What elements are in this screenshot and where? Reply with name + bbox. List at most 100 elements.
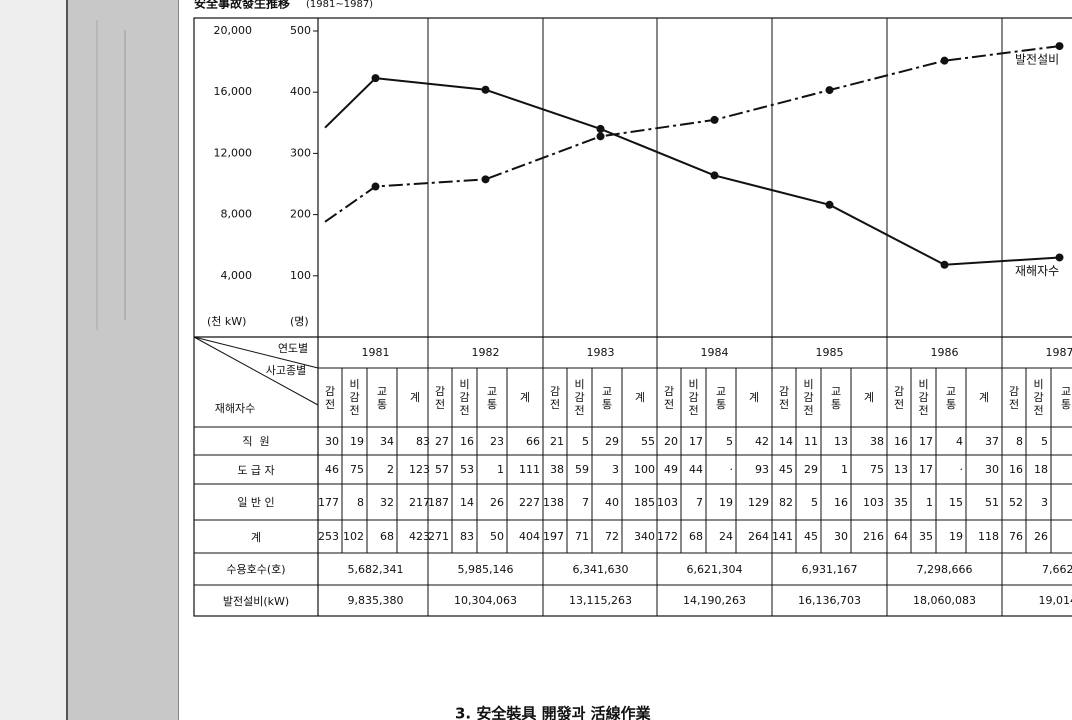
- sub-header: 감전: [549, 384, 561, 411]
- table-cell: 30: [834, 530, 848, 543]
- total-label: 발전설비(kW): [222, 594, 290, 608]
- total-label: 수용호수(호): [226, 563, 286, 576]
- data-point: [825, 200, 834, 209]
- table-cell: 1: [497, 463, 504, 476]
- sub-header: 교통: [830, 384, 842, 411]
- row-label: 일 반 인: [237, 496, 275, 509]
- corner-bottom: 재해자수: [214, 402, 256, 415]
- table-cell: 83: [460, 530, 474, 543]
- data-point: [940, 260, 949, 269]
- sub-header: 비감전: [459, 378, 470, 417]
- table-cell: 24: [719, 530, 733, 543]
- y-tick-label: 8,000: [221, 208, 253, 221]
- table-cell: 21: [550, 434, 564, 448]
- total-cell: 6,931,167: [801, 562, 858, 576]
- table-cell: 38: [550, 463, 564, 476]
- series-line: [324, 77, 1060, 266]
- table-cell: 51: [985, 495, 999, 509]
- y2-tick-label: 100: [290, 269, 311, 282]
- table-cell: 27: [435, 434, 449, 448]
- table-cell: 64: [894, 530, 908, 543]
- table-cell: 13: [834, 434, 848, 448]
- table-cell: 16: [834, 495, 848, 509]
- table-cell: 37: [985, 434, 999, 448]
- table-cell: 17: [919, 463, 933, 476]
- table-cell: 340: [634, 530, 655, 543]
- table-cell: 26: [490, 495, 504, 509]
- table-cell: 138: [543, 495, 564, 509]
- series-label: 발전설비: [1015, 53, 1059, 67]
- table-cell: 197: [543, 530, 564, 543]
- table-cell: 217: [409, 495, 430, 509]
- corner-diagonal: [193, 336, 319, 369]
- table-cell: 52: [1009, 495, 1023, 509]
- sub-header: 비감전: [688, 378, 699, 417]
- sub-header: 계: [409, 391, 421, 404]
- table-cell: 1: [841, 463, 848, 476]
- table-cell: 19: [719, 495, 733, 509]
- table-cell: 103: [657, 495, 678, 509]
- data-point: [596, 124, 605, 133]
- table-cell: 66: [526, 434, 540, 448]
- year-header: 1984: [700, 346, 729, 359]
- sub-header: 교통: [1060, 384, 1072, 411]
- sub-header: 교통: [376, 384, 388, 411]
- year-header: 1986: [930, 346, 959, 359]
- table-cell: 71: [575, 530, 589, 543]
- table-cell: 19: [350, 434, 364, 448]
- table-cell: 26: [1034, 530, 1048, 543]
- sub-header: 비감전: [918, 378, 929, 417]
- table-cell: 75: [350, 463, 364, 476]
- next-heading: 3. 安全裝具 開發과 活線作業: [455, 705, 652, 720]
- title: 安全事故發生推移: [194, 0, 290, 11]
- table-cell: 57: [435, 463, 449, 476]
- sub-header: 감전: [893, 384, 905, 411]
- table-cell: 20: [664, 434, 678, 448]
- year-header: 1981: [361, 346, 390, 359]
- data-point: [710, 171, 719, 180]
- table-cell: 38: [870, 434, 884, 448]
- table-cell: 82: [779, 495, 793, 509]
- table-cell: 14: [779, 434, 793, 448]
- table-cell: 3: [1041, 495, 1048, 509]
- total-cell: 6,621,304: [686, 562, 743, 576]
- sub-header: 감전: [434, 384, 446, 411]
- table-cell: 4: [956, 434, 963, 448]
- data-point: [1055, 42, 1064, 51]
- y-tick-label: 16,000: [214, 85, 253, 98]
- row-label: 직 원: [242, 435, 270, 448]
- total-cell: 18,060,083: [913, 594, 976, 607]
- table-cell: 216: [863, 530, 884, 543]
- table-cell: 227: [519, 495, 540, 509]
- table-cell: 75: [870, 463, 884, 476]
- table-cell: 5: [811, 495, 818, 509]
- table-cell: 50: [490, 530, 504, 543]
- sub-header: 감전: [663, 384, 675, 411]
- table-cell: 46: [325, 463, 339, 476]
- sub-header: 교통: [486, 384, 498, 411]
- sub-header: 계: [634, 391, 646, 404]
- total-cell: 7,298,666: [916, 562, 973, 576]
- total-cell: 14,190,263: [683, 594, 746, 607]
- table-cell: 129: [748, 495, 769, 509]
- y-tick-label: 20,000: [214, 24, 253, 37]
- table-cell: 5: [726, 434, 733, 448]
- table-cell: 271: [428, 530, 449, 543]
- table-cell: 17: [919, 434, 933, 448]
- table-cell: 53: [460, 463, 474, 476]
- table-cell: 32: [380, 495, 394, 509]
- table-cell: 141: [772, 530, 793, 543]
- data-point: [1055, 253, 1064, 262]
- table-cell: 35: [919, 530, 933, 543]
- sub-header: 비감전: [574, 378, 585, 417]
- table-cell: 264: [748, 530, 769, 543]
- table-cell: 185: [634, 495, 655, 509]
- table-cell: 59: [575, 463, 589, 476]
- table-cell: 11: [804, 434, 818, 448]
- table-cell: 23: [490, 434, 504, 448]
- page-edge: [178, 0, 179, 720]
- total-cell: 7,662,: [1042, 562, 1072, 576]
- sub-header: 교통: [601, 384, 613, 411]
